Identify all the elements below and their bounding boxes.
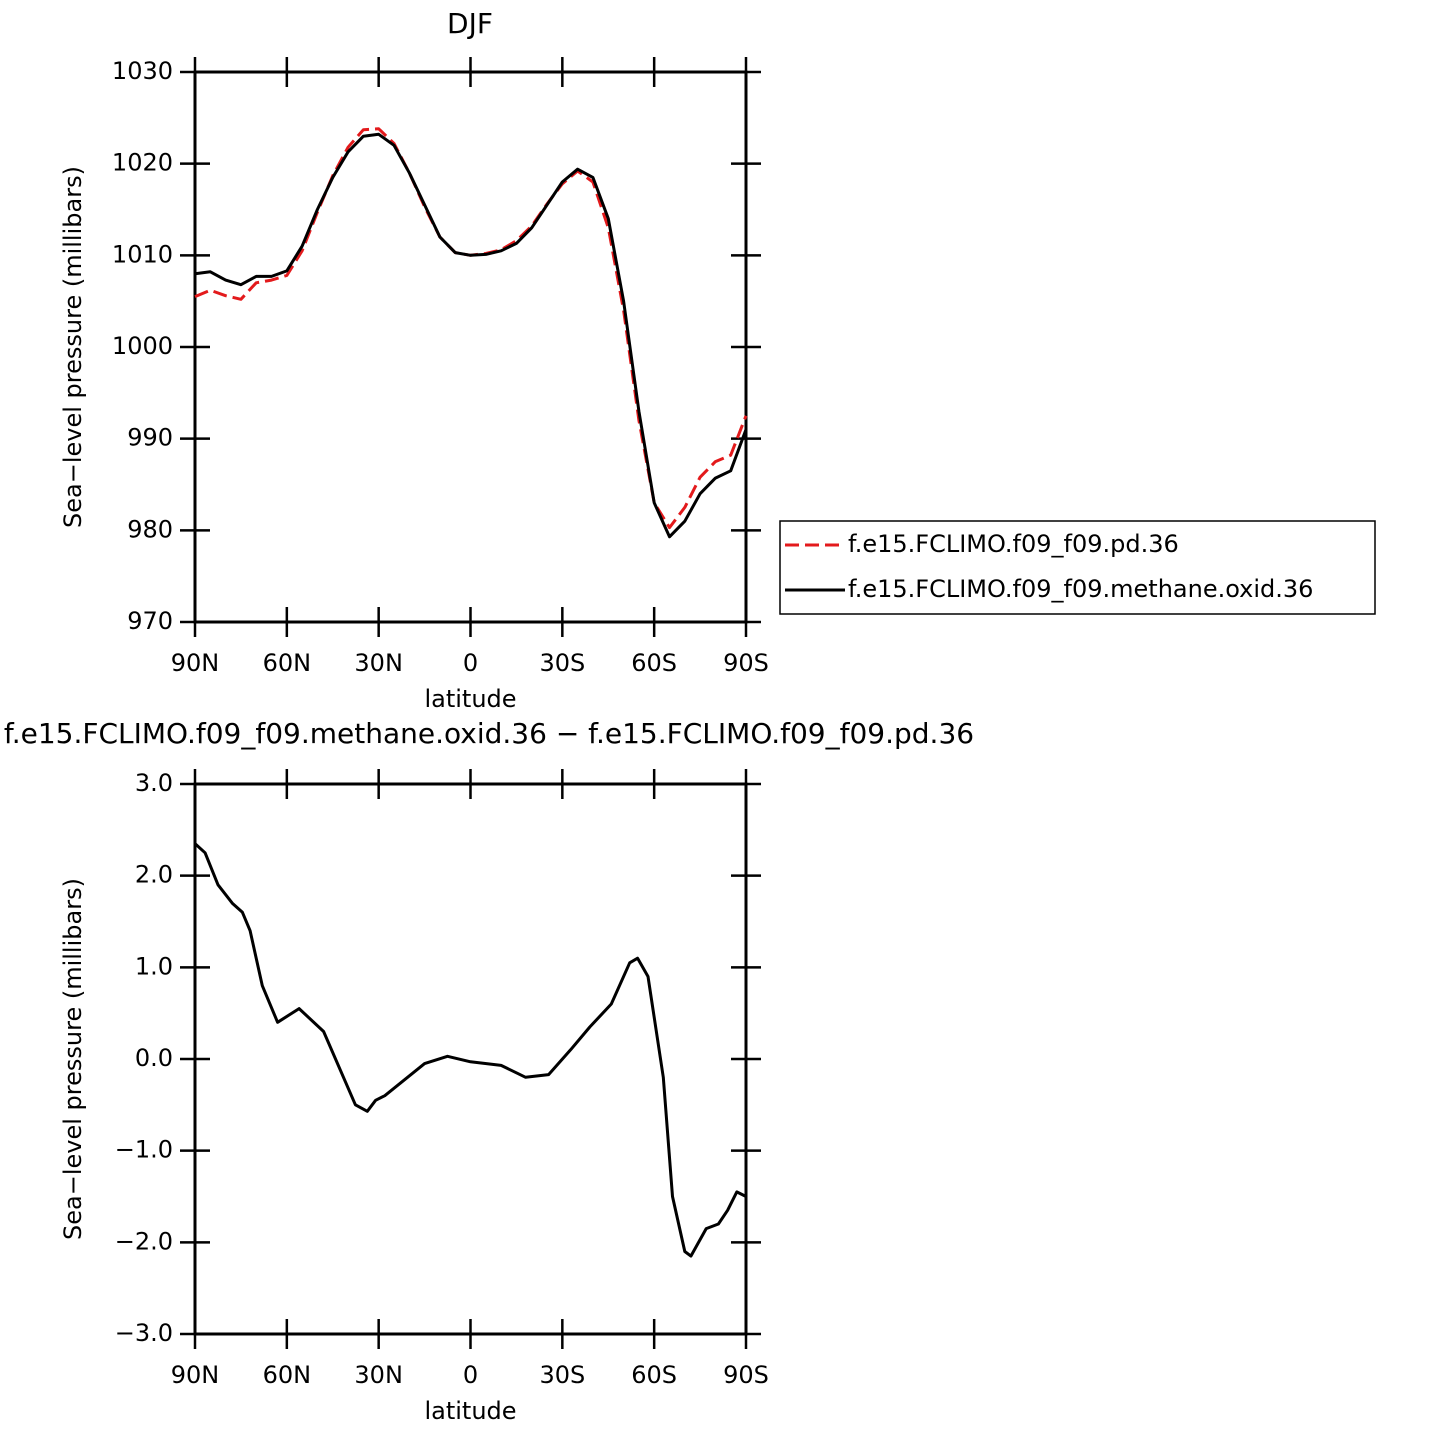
data-line — [193, 842, 747, 1258]
x-tick-label: 60N — [263, 649, 312, 677]
x-tick-label: 60N — [263, 1361, 312, 1389]
y-tick-label: −3.0 — [115, 1319, 173, 1347]
y-axis-label: Sea−level pressure (millibars) — [59, 878, 87, 1240]
x-tick-label: 30S — [539, 1361, 585, 1389]
x-tick-label: 90S — [723, 649, 769, 677]
y-tick-label: 2.0 — [135, 861, 173, 889]
y-tick-label: 980 — [127, 515, 173, 543]
x-tick-label: 0 — [463, 649, 478, 677]
y-tick-label: 0.0 — [135, 1044, 173, 1072]
legend-label: f.e15.FCLIMO.f09_f09.pd.36 — [848, 530, 1179, 558]
y-tick-label: 970 — [127, 607, 173, 635]
y-tick-label: 1010 — [112, 240, 173, 268]
y-tick-label: −1.0 — [115, 1136, 173, 1164]
y-tick-label: 1020 — [112, 149, 173, 177]
y-tick-label: 1000 — [112, 332, 173, 360]
x-axis-label: latitude — [424, 1397, 516, 1425]
x-tick-label: 30N — [354, 1361, 403, 1389]
legend-box — [779, 520, 1376, 615]
data-line — [194, 132, 748, 539]
x-tick-label: 30N — [354, 649, 403, 677]
y-tick-label: 1030 — [112, 57, 173, 85]
x-tick-label: 60S — [631, 1361, 677, 1389]
plot-frame — [193, 70, 748, 624]
x-tick-label: 30S — [539, 649, 585, 677]
chart-title: f.e15.FCLIMO.f09_f09.methane.oxid.36 − f… — [4, 717, 974, 750]
x-axis-label: latitude — [424, 685, 516, 713]
y-tick-label: 3.0 — [135, 769, 173, 797]
plot-frame — [193, 782, 748, 1336]
y-tick-label: 990 — [127, 424, 173, 452]
data-line — [194, 127, 748, 530]
x-tick-label: 90S — [723, 1361, 769, 1389]
chart-title: DJF — [447, 7, 493, 40]
x-tick-label: 90N — [171, 1361, 220, 1389]
y-axis-label: Sea−level pressure (millibars) — [59, 166, 87, 528]
y-tick-label: 1.0 — [135, 952, 173, 980]
y-tick-label: −2.0 — [115, 1227, 173, 1255]
legend-label: f.e15.FCLIMO.f09_f09.methane.oxid.36 — [848, 575, 1313, 603]
x-tick-label: 90N — [171, 649, 220, 677]
x-tick-label: 0 — [463, 1361, 478, 1389]
x-tick-label: 60S — [631, 649, 677, 677]
